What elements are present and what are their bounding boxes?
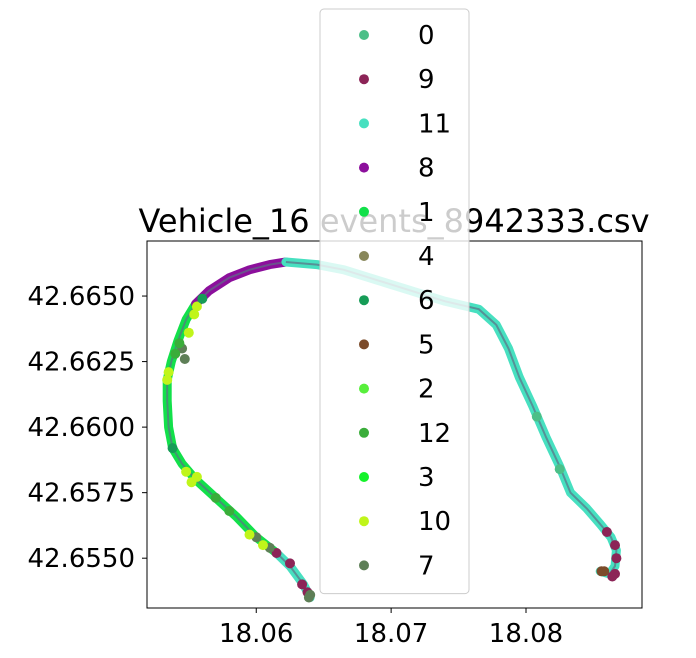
legend: 0 9 11 8 1 4 6 5 2 12 3 10 7 [319, 8, 470, 595]
legend-marker [359, 118, 369, 129]
event-point-series-0 [554, 464, 565, 475]
event-point-series-9 [610, 540, 620, 551]
legend-label: 11 [418, 109, 451, 139]
legend-box [319, 8, 470, 595]
legend-label: 7 [418, 551, 435, 581]
legend-label: 1 [418, 198, 435, 228]
legend-marker [359, 251, 369, 261]
track-segment-series-8 [191, 257, 291, 309]
event-point-series-9 [297, 579, 308, 590]
event-point-series-9 [285, 558, 295, 569]
y-tick-label: 42.6650 [27, 282, 135, 312]
x-tick-label: 18.08 [489, 619, 563, 649]
legend-marker [359, 295, 369, 306]
event-point-series-10 [258, 540, 268, 551]
event-point-series-10 [189, 309, 200, 320]
event-point-series-9 [271, 548, 282, 558]
legend-label: 8 [418, 154, 435, 184]
event-point-series-10 [162, 374, 173, 385]
track-centerline [194, 261, 287, 305]
legend-label: 2 [418, 375, 435, 405]
legend-label: 9 [418, 65, 435, 95]
event-point-series-12 [224, 506, 235, 516]
event-point-series-9 [601, 527, 612, 537]
event-point-series-0 [531, 411, 542, 422]
legend-label: 4 [418, 242, 435, 272]
legend-label: 12 [418, 419, 451, 449]
event-point-series-7 [303, 592, 314, 603]
legend-marker [359, 74, 369, 85]
event-point-series-6 [197, 293, 208, 304]
legend-marker [359, 30, 369, 40]
event-point-series-7 [179, 354, 190, 364]
legend-label: 5 [418, 330, 435, 360]
legend-marker [359, 206, 369, 217]
legend-label: 10 [418, 507, 451, 537]
event-point-series-12 [170, 348, 181, 359]
legend-label: 0 [418, 21, 435, 51]
axis-ticks: 18.06 18.07 18.08 42.6550 42.6575 42.6600 42.6… [27, 282, 563, 649]
event-point-series-10 [181, 466, 192, 477]
legend-label: 6 [418, 286, 435, 316]
event-point-series-10 [244, 529, 255, 540]
event-point-series-10 [191, 301, 202, 312]
legend-marker [359, 339, 369, 350]
event-point-series-12 [174, 338, 185, 349]
legend-marker [359, 560, 369, 571]
event-point-series-10 [186, 477, 197, 488]
x-tick-label: 18.07 [354, 619, 428, 649]
event-point-series-9 [607, 571, 618, 582]
event-point-series-9 [611, 553, 622, 564]
y-tick-label: 42.6550 [27, 544, 135, 574]
y-tick-label: 42.6625 [27, 348, 135, 378]
event-point-series-10 [183, 327, 194, 338]
event-point-series-10 [163, 367, 174, 378]
event-point-series-5 [599, 566, 610, 577]
legend-label: 3 [418, 463, 435, 493]
legend-marker [359, 427, 369, 438]
legend-marker [359, 162, 369, 173]
y-tick-label: 42.6600 [27, 413, 135, 443]
event-point-series-6 [167, 443, 178, 454]
y-tick-label: 42.6575 [27, 479, 135, 509]
x-tick-label: 18.06 [219, 619, 293, 649]
legend-marker [359, 383, 369, 394]
legend-marker [359, 472, 369, 482]
event-point-series-12 [210, 492, 221, 503]
legend-marker [359, 516, 369, 527]
